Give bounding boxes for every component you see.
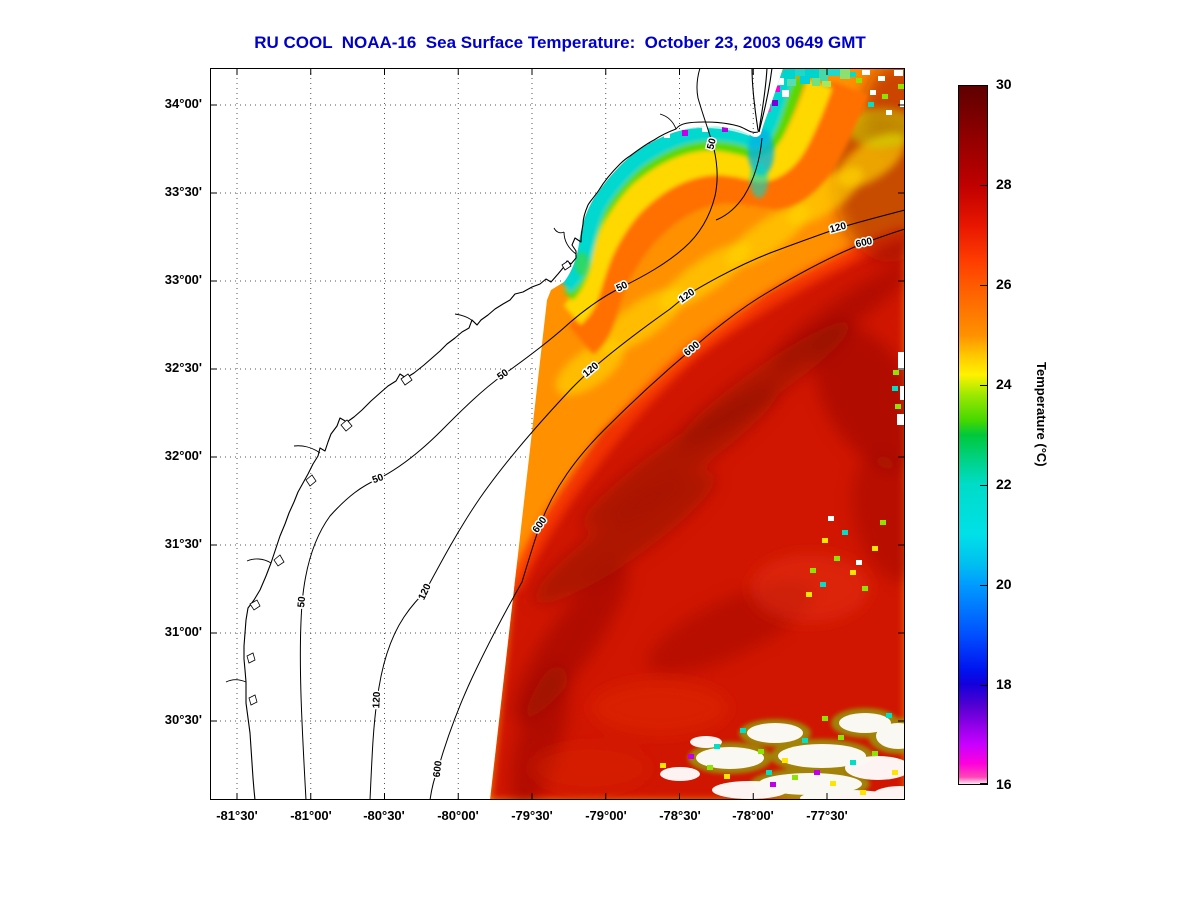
y-tick-label: 34°00' — [164, 96, 202, 111]
x-tick-label: -79°00' — [585, 808, 627, 823]
contour-label-50: 50 — [296, 596, 308, 608]
plot-frame — [210, 68, 905, 800]
contour-label-600: 600 — [432, 760, 445, 778]
colorbar — [958, 85, 988, 785]
x-tick-label: -78°00' — [732, 808, 774, 823]
contour-label-50: 50 — [495, 367, 511, 383]
x-tick-label: -81°00' — [290, 808, 332, 823]
colorbar-tick-label: 20 — [996, 576, 1012, 592]
x-tick-label: -79°30' — [511, 808, 553, 823]
colorbar-tick — [980, 85, 987, 86]
colorbar-tick-label: 28 — [996, 176, 1012, 192]
colorbar-tick-label: 26 — [996, 276, 1012, 292]
contour-label-120: 120 — [417, 582, 434, 602]
cape-fear-plume — [575, 128, 774, 276]
y-tick-label: 33°30' — [164, 184, 202, 199]
y-tick-label: 30°30' — [164, 712, 202, 727]
axis-ticks — [210, 68, 905, 800]
east-edge-clouds — [892, 352, 905, 425]
y-tick-label: 32°00' — [164, 448, 202, 463]
colorbar-tick — [980, 185, 987, 186]
colorbar-tick — [980, 783, 987, 784]
topright-cloud-speckles — [850, 70, 905, 115]
sst-color-field — [490, 68, 905, 800]
colorbar-tick — [980, 685, 987, 686]
mid-shelf-yellow — [555, 108, 905, 396]
offshore-speckles — [806, 516, 886, 597]
colorbar-axis-label: Temperature (°C) — [1034, 362, 1049, 467]
bright-red-patches — [530, 553, 870, 792]
x-tick-label: -81°30' — [216, 808, 258, 823]
x-tick-label: -78°30' — [659, 808, 701, 823]
sst-map: 50 50 50 50 50 120 120 120 120 120 600 6… — [210, 68, 905, 800]
colorbar-tick — [980, 285, 987, 286]
contour-label-600: 600 — [855, 236, 874, 250]
contour-label-50: 50 — [705, 137, 719, 151]
bathymetry-contour-50 — [299, 68, 763, 800]
colorbar-tick-label: 22 — [996, 476, 1012, 492]
colorbar-tick-label: 16 — [996, 776, 1012, 792]
bathymetry-contour-120 — [369, 209, 905, 800]
y-tick-label: 31°00' — [164, 624, 202, 639]
barrier-islands — [246, 260, 572, 706]
y-tick-label: 32°30' — [164, 360, 202, 375]
contour-label-120: 120 — [371, 691, 383, 709]
x-tick-label: -77°30' — [806, 808, 848, 823]
x-tick-label: -80°30' — [363, 808, 405, 823]
colorbar-tick-label: 18 — [996, 676, 1012, 692]
colorbar-tick-label: 30 — [996, 76, 1012, 92]
x-tick-label: -80°00' — [437, 808, 479, 823]
southeast-cloud-field — [660, 708, 905, 800]
y-tick-label: 33°00' — [164, 272, 202, 287]
colorbar-tick — [980, 385, 987, 386]
rivers — [225, 113, 677, 683]
colorbar-tick — [980, 485, 987, 486]
colorbar-tick — [980, 585, 987, 586]
plot-title: RU COOL NOAA-16 Sea Surface Temperature:… — [254, 33, 866, 52]
y-tick-label: 31°30' — [164, 536, 202, 551]
bathymetry-contour-600 — [429, 228, 905, 800]
contour-label-50: 50 — [371, 472, 386, 486]
colorbar-tick-label: 24 — [996, 376, 1012, 392]
